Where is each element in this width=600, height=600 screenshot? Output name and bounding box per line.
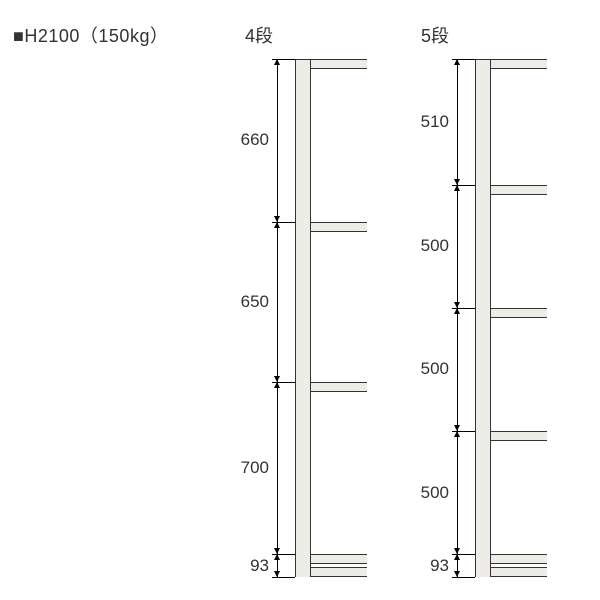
dimension-arrow bbox=[274, 59, 280, 65]
dimension-arrow bbox=[454, 431, 460, 437]
dimension-line bbox=[277, 59, 278, 577]
shelf-tier bbox=[311, 554, 367, 564]
dimension-arrow bbox=[274, 382, 280, 388]
dimension-label: 500 bbox=[403, 236, 449, 256]
dimension-arrow bbox=[274, 554, 280, 560]
dimension-line bbox=[457, 59, 458, 577]
dimension-label: 650 bbox=[223, 292, 269, 312]
shelf-tier bbox=[311, 382, 367, 392]
shelf-tier bbox=[311, 59, 367, 69]
dimension-arrow bbox=[454, 554, 460, 560]
shelf-tier bbox=[311, 222, 367, 232]
shelf-tier bbox=[491, 59, 547, 69]
dimension-arrow bbox=[274, 571, 280, 577]
dimension-label: 93 bbox=[403, 556, 449, 576]
dimension-label: 660 bbox=[223, 130, 269, 150]
column-label: 4段 bbox=[245, 22, 273, 48]
page-title: ■H2100（150kg） bbox=[13, 22, 168, 48]
dimension-label: 500 bbox=[403, 359, 449, 379]
dimension-label: 93 bbox=[223, 556, 269, 576]
column-label: 5段 bbox=[421, 22, 449, 48]
dimension-label: 510 bbox=[403, 112, 449, 132]
shelf-floor-tier bbox=[311, 567, 367, 577]
dimension-arrow bbox=[274, 222, 280, 228]
shelf-tier bbox=[491, 431, 547, 441]
shelf-tier bbox=[491, 554, 547, 564]
shelf-tier bbox=[491, 185, 547, 195]
shelf-floor-tier bbox=[491, 567, 547, 577]
shelf-post bbox=[475, 59, 491, 577]
dimension-tick bbox=[452, 577, 475, 578]
dimension-arrow bbox=[454, 571, 460, 577]
shelf-post bbox=[295, 59, 311, 577]
dimension-arrow bbox=[454, 185, 460, 191]
dimension-tick bbox=[272, 577, 295, 578]
shelf-tier bbox=[491, 308, 547, 318]
dimension-arrow bbox=[454, 308, 460, 314]
dimension-label: 500 bbox=[403, 483, 449, 503]
dimension-label: 700 bbox=[223, 458, 269, 478]
dimension-arrow bbox=[454, 59, 460, 65]
